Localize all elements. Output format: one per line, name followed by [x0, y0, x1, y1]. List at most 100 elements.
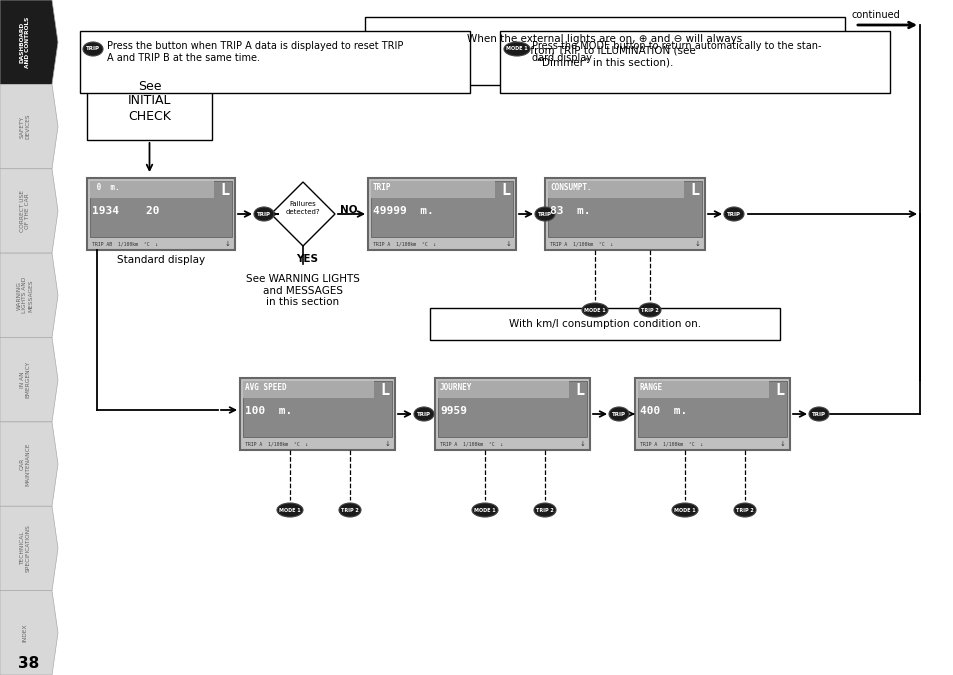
Text: DASHBOARD
AND CONTROLS: DASHBOARD AND CONTROLS	[20, 17, 30, 68]
Text: YES: YES	[295, 254, 317, 264]
Bar	[365, 17, 844, 85]
Text: L: L	[501, 183, 511, 198]
Polygon shape	[0, 338, 58, 422]
Polygon shape	[0, 591, 58, 675]
Bar	[638, 381, 768, 398]
Text: TRIP: TRIP	[416, 412, 431, 416]
Text: MODE 1: MODE 1	[506, 47, 527, 51]
Text: TRIP AB  1/100km  °C  ↓: TRIP AB 1/100km °C ↓	[91, 242, 158, 247]
Text: ↓: ↓	[694, 241, 700, 247]
Text: IN AN
EMERGENCY: IN AN EMERGENCY	[20, 361, 30, 398]
Text: TRIP 2: TRIP 2	[536, 508, 554, 512]
Text: MODE 1: MODE 1	[474, 508, 496, 512]
Bar	[243, 381, 374, 398]
Text: JOURNEY: JOURNEY	[439, 383, 472, 392]
Text: TRIP A  1/100km  °C  ↓: TRIP A 1/100km °C ↓	[439, 442, 503, 447]
Bar	[635, 378, 789, 450]
Text: TRIP A  1/100km  °C  ↓: TRIP A 1/100km °C ↓	[373, 242, 436, 247]
Text: L: L	[576, 383, 584, 398]
Text: L: L	[380, 383, 390, 398]
Bar	[371, 181, 513, 237]
Text: See
INITIAL
CHECK: See INITIAL CHECK	[128, 80, 172, 122]
Ellipse shape	[414, 407, 434, 421]
Text: L: L	[221, 183, 230, 198]
Text: ↓: ↓	[578, 441, 584, 447]
Ellipse shape	[808, 407, 828, 421]
Text: RANGE: RANGE	[639, 383, 662, 392]
Text: NO: NO	[339, 205, 357, 215]
Text: SAFETY
DEVICES: SAFETY DEVICES	[20, 114, 30, 139]
Ellipse shape	[253, 207, 274, 221]
Polygon shape	[0, 506, 58, 591]
Bar	[87, 178, 234, 250]
Text: ↓: ↓	[224, 241, 230, 247]
Text: 100  m.: 100 m.	[245, 406, 292, 416]
Bar	[547, 181, 701, 237]
Text: TRIP: TRIP	[537, 211, 552, 217]
Text: TRIP: TRIP	[811, 412, 825, 416]
Bar	[240, 378, 395, 450]
Text: TRIP: TRIP	[612, 412, 625, 416]
Text: MODE 1: MODE 1	[279, 508, 300, 512]
Bar	[437, 381, 586, 437]
Text: Standard display: Standard display	[117, 255, 205, 265]
Ellipse shape	[338, 503, 360, 517]
Polygon shape	[271, 182, 335, 246]
Text: TRIP 2: TRIP 2	[341, 508, 358, 512]
Ellipse shape	[581, 303, 607, 317]
Text: ↓: ↓	[384, 441, 390, 447]
Ellipse shape	[503, 42, 530, 56]
Ellipse shape	[671, 503, 698, 517]
Text: 49999  m.: 49999 m.	[373, 206, 434, 216]
Bar	[90, 181, 232, 237]
Text: 83  m.: 83 m.	[550, 206, 590, 216]
Text: TRIP A  1/100km  °C  ↓: TRIP A 1/100km °C ↓	[245, 442, 308, 447]
Text: With km/l consumption condition on.: With km/l consumption condition on.	[508, 319, 700, 329]
Bar	[80, 31, 470, 93]
Bar	[544, 178, 704, 250]
Bar	[638, 381, 786, 437]
Polygon shape	[0, 169, 58, 253]
Bar	[547, 181, 683, 198]
Bar	[243, 381, 392, 437]
Ellipse shape	[733, 503, 755, 517]
Text: 0  m.: 0 m.	[91, 183, 120, 192]
Bar	[90, 181, 213, 198]
Ellipse shape	[723, 207, 743, 221]
Polygon shape	[0, 422, 58, 506]
Text: MODE 1: MODE 1	[583, 308, 605, 313]
Bar	[437, 381, 568, 398]
Text: 38: 38	[18, 655, 40, 670]
Text: continued: continued	[851, 10, 900, 20]
Bar	[435, 378, 589, 450]
Text: TECHNICAL
SPECIFICATIONS: TECHNICAL SPECIFICATIONS	[20, 524, 30, 572]
Text: INDEX: INDEX	[23, 624, 28, 642]
Text: TRIP 2: TRIP 2	[640, 308, 659, 313]
Text: ↓: ↓	[504, 241, 511, 247]
Text: TRIP A  1/100km  °C  ↓: TRIP A 1/100km °C ↓	[550, 242, 613, 247]
Text: L: L	[775, 383, 784, 398]
Text: TRIP: TRIP	[726, 211, 740, 217]
Text: L: L	[690, 183, 700, 198]
Polygon shape	[0, 0, 58, 84]
Text: Press the button when TRIP A data is displayed to reset TRIP
A and TRIP B at the: Press the button when TRIP A data is dis…	[107, 41, 403, 63]
Ellipse shape	[639, 303, 660, 317]
Text: See WARNING LIGHTS
and MESSAGES
in this section: See WARNING LIGHTS and MESSAGES in this …	[246, 274, 359, 307]
Ellipse shape	[83, 42, 103, 56]
Text: TRIP A  1/100km  °C  ↓: TRIP A 1/100km °C ↓	[639, 442, 702, 447]
Text: 9959: 9959	[439, 406, 467, 416]
Text: TRIP: TRIP	[256, 211, 271, 217]
Text: CORRECT USE
OF THE CAR: CORRECT USE OF THE CAR	[20, 190, 30, 232]
Text: When the external lights are on, ⊕ and ⊖ will always
go from TRIP to ILLUMINATIO: When the external lights are on, ⊕ and ⊖…	[467, 34, 741, 68]
Text: 1934    20: 1934 20	[91, 206, 159, 216]
Text: TRIP: TRIP	[86, 47, 100, 51]
Text: TRIP: TRIP	[373, 183, 391, 192]
Ellipse shape	[472, 503, 497, 517]
Text: TRIP 2: TRIP 2	[736, 508, 753, 512]
Text: 400  m.: 400 m.	[639, 406, 686, 416]
Text: MODE 1: MODE 1	[674, 508, 695, 512]
Bar	[430, 308, 780, 340]
Ellipse shape	[535, 207, 555, 221]
Ellipse shape	[276, 503, 303, 517]
Text: Press the MODE button to return automatically to the stan-
dard display: Press the MODE button to return automati…	[532, 41, 821, 63]
